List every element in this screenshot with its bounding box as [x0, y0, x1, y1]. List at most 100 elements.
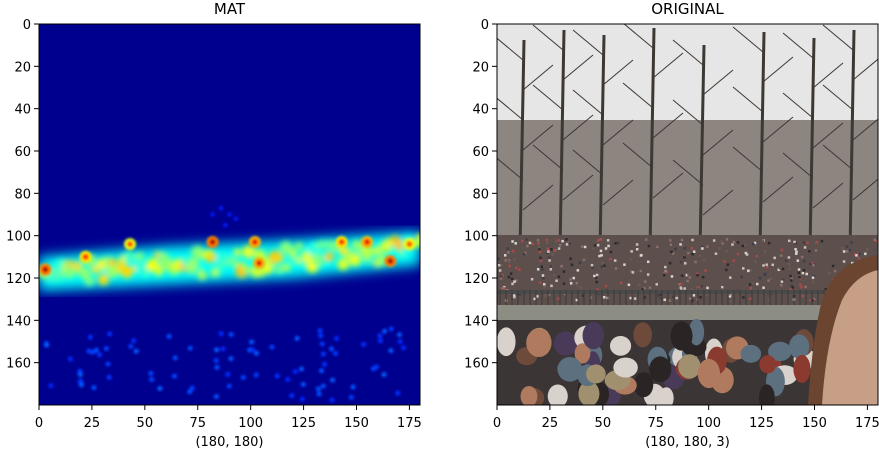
- crowd-pixel: [763, 273, 766, 277]
- crowd-pixel: [557, 297, 560, 300]
- sparse-dot: [233, 216, 239, 221]
- crowd-pixel: [712, 239, 716, 242]
- crowd-pixel: [539, 259, 543, 263]
- crowd-pixel: [833, 269, 837, 273]
- hot-spot: [42, 266, 49, 273]
- crowd-pixel: [537, 241, 540, 245]
- density-blob: [324, 252, 334, 262]
- crowd-pixel: [687, 273, 690, 276]
- tree-branch: [852, 118, 878, 141]
- crowd-pixel: [855, 254, 858, 257]
- crowd-pixel: [503, 287, 506, 290]
- sparse-dot: [292, 369, 298, 375]
- crowd-pixel: [542, 277, 545, 280]
- tree-trunk: [808, 37, 816, 251]
- density-blob: [79, 267, 91, 279]
- tree-branch: [652, 112, 684, 139]
- y-tick-label: 20: [472, 60, 489, 75]
- crowd-pixel: [765, 263, 768, 266]
- sparse-dot: [334, 335, 340, 341]
- sparse-dot: [400, 345, 406, 351]
- density-blob: [276, 254, 284, 263]
- crowd-pixel: [804, 285, 807, 289]
- crowd-head: [759, 355, 777, 374]
- crowd-pixel: [524, 251, 527, 255]
- sparse-dot: [106, 374, 112, 380]
- sparse-dot: [285, 377, 291, 383]
- crowd-pixel: [809, 262, 812, 266]
- crowd-pixel: [568, 242, 571, 245]
- crowd-pixel: [763, 250, 767, 253]
- tree-branch: [522, 184, 554, 211]
- sparse-dot: [157, 385, 163, 391]
- crowd-pixel: [672, 295, 675, 299]
- crowd-pixel: [565, 243, 569, 246]
- crowd-pixel: [680, 274, 684, 277]
- crowd-pixel: [779, 284, 783, 287]
- crowd-pixel: [522, 253, 526, 256]
- sparse-dot: [220, 346, 226, 352]
- mat-axes-frame: [38, 23, 421, 406]
- crowd-pixel: [606, 239, 610, 242]
- crowd-pixel: [864, 252, 867, 256]
- crowd-pixel: [518, 268, 521, 271]
- crowd-pixel: [720, 240, 723, 243]
- crowd-pixel: [762, 286, 765, 289]
- crowd-pixel: [811, 281, 815, 284]
- crowd-pixel: [542, 283, 546, 286]
- crowd-pixel: [549, 268, 553, 271]
- crowd-pixel: [777, 268, 781, 272]
- tree-branch: [822, 144, 854, 171]
- density-blob: [197, 270, 207, 280]
- crowd-pixel: [736, 241, 740, 244]
- sparse-dot: [300, 381, 306, 387]
- y-tick-label: 100: [6, 230, 31, 245]
- crowd-pixel: [512, 294, 516, 297]
- crowd-pixel: [810, 261, 814, 265]
- density-blob: [279, 241, 293, 255]
- crowd-pixel: [690, 247, 694, 250]
- crowd-head: [697, 358, 721, 389]
- hot-spots: [39, 236, 416, 276]
- crowd-pixel: [736, 252, 740, 256]
- tree-branch: [602, 59, 634, 86]
- density-blob: [351, 240, 361, 249]
- crowd-pixel: [554, 240, 558, 243]
- crowd-pixel: [662, 273, 666, 277]
- crowd-pixel: [646, 260, 650, 264]
- sparse-dot: [328, 346, 334, 352]
- x-tick-label: 25: [542, 416, 559, 431]
- crowd-pixel: [802, 241, 806, 245]
- crowd-pixel: [668, 239, 672, 242]
- crowd-pixel: [575, 281, 579, 285]
- crowd-pixel: [801, 294, 805, 298]
- crowd-pixel: [797, 271, 801, 275]
- crowd-pixel: [499, 275, 503, 278]
- crowd-pixel: [596, 239, 600, 242]
- crowd-pixel: [794, 248, 797, 251]
- sparse-dot: [378, 338, 384, 344]
- crowd-pixel: [706, 286, 709, 290]
- crowd-pixel: [595, 280, 598, 284]
- x-tick-label: 50: [595, 416, 612, 431]
- crowd-pixel: [669, 243, 673, 247]
- sparse-dot: [226, 383, 232, 389]
- crowd-pixel: [778, 267, 782, 270]
- density-blob: [375, 254, 388, 266]
- tree-trunk: [698, 44, 706, 251]
- crowd-pixel: [600, 265, 604, 269]
- crowd-pixel: [725, 268, 728, 272]
- crowd-pixel: [497, 263, 501, 267]
- crowd-pixel: [701, 247, 704, 250]
- crowd-pixel: [679, 282, 683, 286]
- crowd-pixel: [655, 283, 659, 286]
- crowd-pixel: [557, 239, 560, 242]
- crowd-pixel: [604, 247, 608, 250]
- crowd-head: [740, 344, 762, 363]
- crowd-head: [768, 341, 792, 362]
- x-tick-label: 125: [291, 416, 316, 431]
- crowd-pixel: [729, 276, 732, 279]
- crowd-pixel: [548, 259, 551, 262]
- crowd-pixel: [635, 243, 639, 246]
- crowd-pixel: [674, 247, 677, 251]
